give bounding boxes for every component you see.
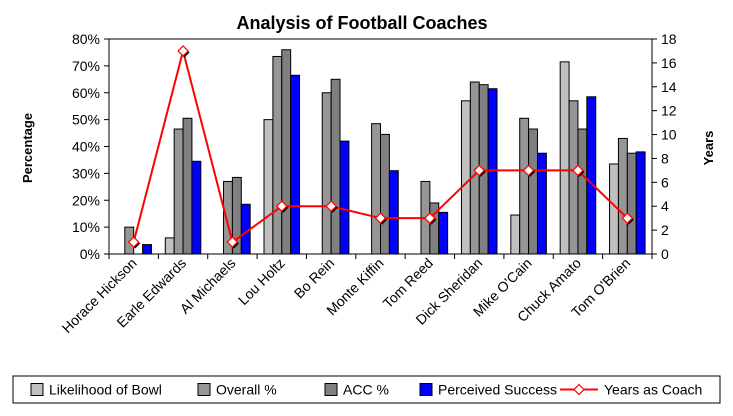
- bar-4-5: [339, 140, 350, 255]
- bar-2-2: [173, 128, 184, 255]
- bar-4-6: [388, 170, 399, 255]
- y2-tick-label-2: 4: [661, 198, 669, 214]
- y2-tick-label-8: 16: [661, 55, 677, 71]
- line-marker-9: [522, 164, 535, 177]
- legend-swatch-1: [30, 383, 44, 396]
- bar-3-2: [182, 117, 193, 255]
- bar-3-4: [281, 49, 292, 255]
- bar-3-11: [626, 152, 637, 255]
- legend-label-3: ACC %: [343, 382, 389, 398]
- line-marker-10: [572, 164, 584, 177]
- bar-3-9: [528, 128, 538, 255]
- y-tick-label-6: 60%: [72, 85, 100, 101]
- y-tick-label-4: 40%: [72, 139, 100, 155]
- y-tick-label-8: 80%: [72, 31, 100, 47]
- line-marker-6: [374, 212, 387, 225]
- bar-2-10: [568, 100, 579, 255]
- bar-2-11: [617, 137, 628, 255]
- y2-tick-label-5: 10: [661, 127, 677, 143]
- bar-4-9: [536, 152, 547, 255]
- legend-swatch-marker: [573, 383, 585, 396]
- line-marker-8: [473, 164, 486, 177]
- y2-tick-label-4: 8: [661, 150, 669, 166]
- line-marker-3: [226, 236, 239, 248]
- y2-tick-label-6: 12: [661, 103, 677, 119]
- y-tick-label-1: 10%: [72, 219, 100, 235]
- bar-2-6: [371, 123, 381, 255]
- legend-label-4: Perceived Success: [438, 382, 557, 398]
- y2-tick-label-1: 2: [661, 222, 669, 238]
- legend-swatch-4: [419, 383, 433, 396]
- bar-1-9: [510, 214, 521, 255]
- legend-label-2: Overall %: [216, 382, 277, 398]
- bar-4-1: [142, 244, 152, 255]
- y-tick-label-3: 30%: [72, 165, 100, 181]
- bar-4-10: [586, 96, 597, 255]
- bar-1-4: [263, 119, 274, 255]
- line-marker-2: [177, 45, 189, 57]
- legend-label-5: Years as Coach: [604, 382, 702, 398]
- line-marker-11: [621, 212, 634, 225]
- line-marker-7: [424, 212, 436, 225]
- bar-3-5: [330, 78, 341, 255]
- bar-1-2: [164, 237, 175, 255]
- y2-tick-label-0: 0: [661, 246, 669, 262]
- bar-4-11: [635, 151, 646, 255]
- line-marker-4: [275, 200, 288, 213]
- y-tick-label-0: 0%: [80, 246, 100, 262]
- line-marker-5: [325, 200, 337, 213]
- y2-tick-label-9: 18: [661, 31, 677, 47]
- bar-1-10: [559, 61, 570, 255]
- y-tick-label-2: 20%: [72, 192, 100, 208]
- y2-tick-label-7: 14: [661, 79, 677, 95]
- bar-2-9: [519, 117, 530, 255]
- bar-4-2: [191, 160, 202, 255]
- bar-2-4: [272, 55, 283, 255]
- bar-2-5: [321, 92, 332, 255]
- bar-4-4: [290, 74, 301, 255]
- y-tick-label-5: 50%: [72, 112, 100, 128]
- bar-4-7: [438, 211, 449, 255]
- bar-3-6: [380, 133, 390, 255]
- chart-title: Analysis of Football Coaches: [236, 13, 487, 33]
- legend-box: [12, 375, 721, 404]
- y-axis-label: Percentage: [20, 113, 35, 183]
- legend-swatch-2: [197, 383, 211, 396]
- y2-axis-label: Years: [701, 131, 716, 166]
- legend-swatch-3: [324, 383, 338, 396]
- bar-1-8: [460, 100, 471, 255]
- y2-tick-label-3: 6: [661, 174, 669, 190]
- y-tick-label-7: 70%: [72, 58, 100, 74]
- legend: Likelihood of Bowl Overall % ACC % Perceive…: [12, 375, 721, 404]
- legend-label-1: Likelihood of Bowl: [49, 382, 162, 398]
- line-marker-1: [127, 236, 140, 248]
- bar-3-10: [577, 128, 588, 255]
